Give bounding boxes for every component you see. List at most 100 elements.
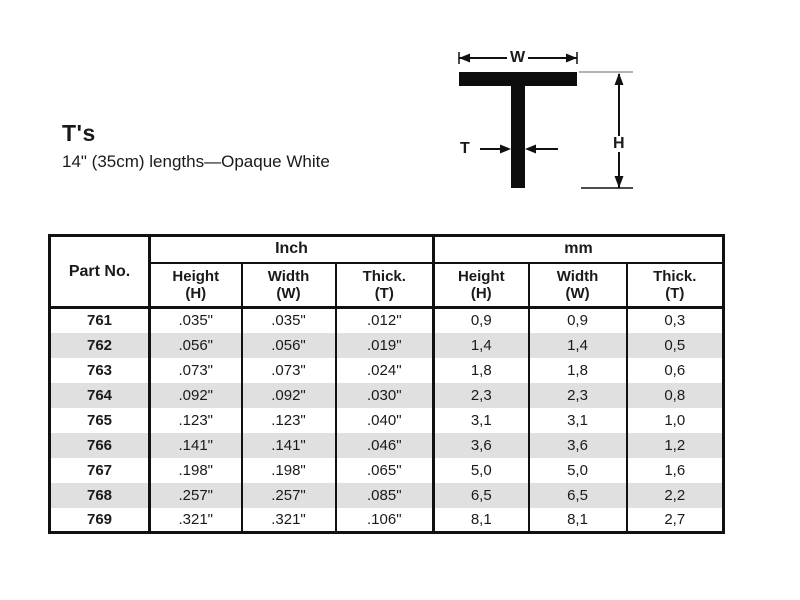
part-no-cell: 767 [48, 457, 151, 483]
mm-thick-cell: 1,2 [625, 432, 725, 458]
mm-height-cell: 3,6 [432, 432, 530, 458]
inch-thick-cell: .065" [334, 457, 435, 483]
header-inch-thick: Thick. (T) [334, 262, 435, 309]
table-row: 761 .035" .035" .012" 0,9 0,9 0,3 [48, 307, 725, 333]
table-row: 767 .198" .198" .065" 5,0 5,0 1,6 [48, 457, 725, 483]
inch-height-cell: .257" [148, 482, 243, 508]
mm-width-cell: 6,5 [527, 482, 628, 508]
header-mm-thick: Thick. (T) [625, 262, 725, 309]
inch-height-cell: .056" [148, 332, 243, 358]
inch-height-cell: .321" [148, 507, 243, 533]
table-row: 764 .092" .092" .030" 2,3 2,3 0,8 [48, 382, 725, 408]
header-line1: Thick. [362, 267, 406, 285]
header-line1: Thick. [653, 267, 697, 285]
part-no-cell: 763 [48, 357, 151, 383]
mm-width-cell: 8,1 [527, 507, 628, 533]
mm-width-cell: 3,1 [527, 407, 628, 433]
part-no-cell: 761 [48, 307, 151, 333]
header-line1: Width [556, 267, 599, 285]
mm-thick-cell: 0,8 [625, 382, 725, 408]
header-line1: Height [172, 267, 220, 285]
header-group-inch: Inch [147, 235, 435, 264]
page-subtitle: 14" (35cm) lengths—Opaque White [62, 152, 330, 171]
header-mm-height: Height (H) [432, 262, 530, 309]
part-no-cell: 769 [48, 507, 151, 533]
part-no-cell: 764 [48, 382, 151, 408]
header-line2: (T) [665, 284, 685, 302]
header-line2: (W) [276, 284, 301, 302]
mm-width-cell: 3,6 [527, 432, 628, 458]
height-dim-label: H [610, 136, 628, 152]
mm-thick-cell: 2,7 [625, 507, 725, 533]
part-no-cell: 766 [48, 432, 151, 458]
header-line2: (H) [185, 284, 207, 302]
table-row: 763 .073" .073" .024" 1,8 1,8 0,6 [48, 357, 725, 383]
inch-thick-cell: .030" [334, 382, 435, 408]
group-header-row: Part No. Inch mm [48, 235, 725, 309]
header-part-no: Part No. [48, 235, 151, 309]
header-mm-width: Width (W) [527, 262, 628, 309]
mm-height-cell: 1,8 [432, 357, 530, 383]
inch-height-cell: .141" [148, 432, 243, 458]
inch-height-cell: .073" [148, 357, 243, 383]
sub-header-row: Height (H) Width (W) Thick. (T) Height (… [50, 262, 725, 309]
header-line1: Height [457, 267, 505, 285]
t-profile-stem [511, 86, 525, 188]
w-arrow-left [459, 53, 470, 63]
table-row: 765 .123" .123" .040" 3,1 3,1 1,0 [48, 407, 725, 433]
mm-height-cell: 0,9 [432, 307, 530, 333]
header-line2: (T) [374, 284, 394, 302]
mm-height-cell: 1,4 [432, 332, 530, 358]
t-profile-diagram: W H T [450, 40, 690, 208]
table-row: 762 .056" .056" .019" 1,4 1,4 0,5 [48, 332, 725, 358]
t-profile-flange [459, 72, 577, 86]
inch-thick-cell: .012" [334, 307, 435, 333]
t-arrow-left [525, 144, 536, 154]
spec-table: Part No. Inch mm Height (H) Width (W) Th… [48, 234, 726, 534]
h-arrow-up [614, 73, 624, 85]
inch-thick-cell: .019" [334, 332, 435, 358]
header-inch-width: Width (W) [240, 262, 337, 309]
mm-thick-cell: 2,2 [625, 482, 725, 508]
mm-width-cell: 5,0 [527, 457, 628, 483]
mm-thick-cell: 0,3 [625, 307, 725, 333]
width-dim-label: W [507, 50, 529, 66]
inch-height-cell: .198" [148, 457, 243, 483]
part-no-cell: 762 [48, 332, 151, 358]
inch-width-cell: .092" [240, 382, 337, 408]
inch-width-cell: .073" [240, 357, 337, 383]
h-arrow-down [614, 176, 624, 188]
inch-width-cell: .035" [240, 307, 337, 333]
inch-thick-cell: .040" [334, 407, 435, 433]
inch-width-cell: .141" [240, 432, 337, 458]
mm-height-cell: 3,1 [432, 407, 530, 433]
t-arrow-right [500, 144, 511, 154]
thickness-dim-label: T [457, 141, 473, 157]
table-row: 768 .257" .257" .085" 6,5 6,5 2,2 [48, 482, 725, 508]
inch-width-cell: .198" [240, 457, 337, 483]
mm-thick-cell: 1,0 [625, 407, 725, 433]
page-title: T's [62, 120, 96, 146]
part-no-cell: 768 [48, 482, 151, 508]
w-arrow-right [566, 53, 577, 63]
title-block: T's 14" (35cm) lengths—Opaque White [62, 120, 330, 172]
inch-thick-cell: .046" [334, 432, 435, 458]
table-row: 766 .141" .141" .046" 3,6 3,6 1,2 [48, 432, 725, 458]
inch-thick-cell: .024" [334, 357, 435, 383]
inch-height-cell: .123" [148, 407, 243, 433]
mm-width-cell: 1,4 [527, 332, 628, 358]
mm-height-cell: 6,5 [432, 482, 530, 508]
inch-width-cell: .056" [240, 332, 337, 358]
header-line2: (W) [565, 284, 590, 302]
inch-thick-cell: .085" [334, 482, 435, 508]
mm-thick-cell: 1,6 [625, 457, 725, 483]
mm-width-cell: 0,9 [527, 307, 628, 333]
mm-thick-cell: 0,5 [625, 332, 725, 358]
inch-width-cell: .123" [240, 407, 337, 433]
mm-height-cell: 8,1 [432, 507, 530, 533]
inch-height-cell: .092" [148, 382, 243, 408]
mm-thick-cell: 0,6 [625, 357, 725, 383]
header-inch-height: Height (H) [148, 262, 243, 309]
header-group-mm: mm [432, 235, 725, 264]
header-line1: Width [267, 267, 310, 285]
